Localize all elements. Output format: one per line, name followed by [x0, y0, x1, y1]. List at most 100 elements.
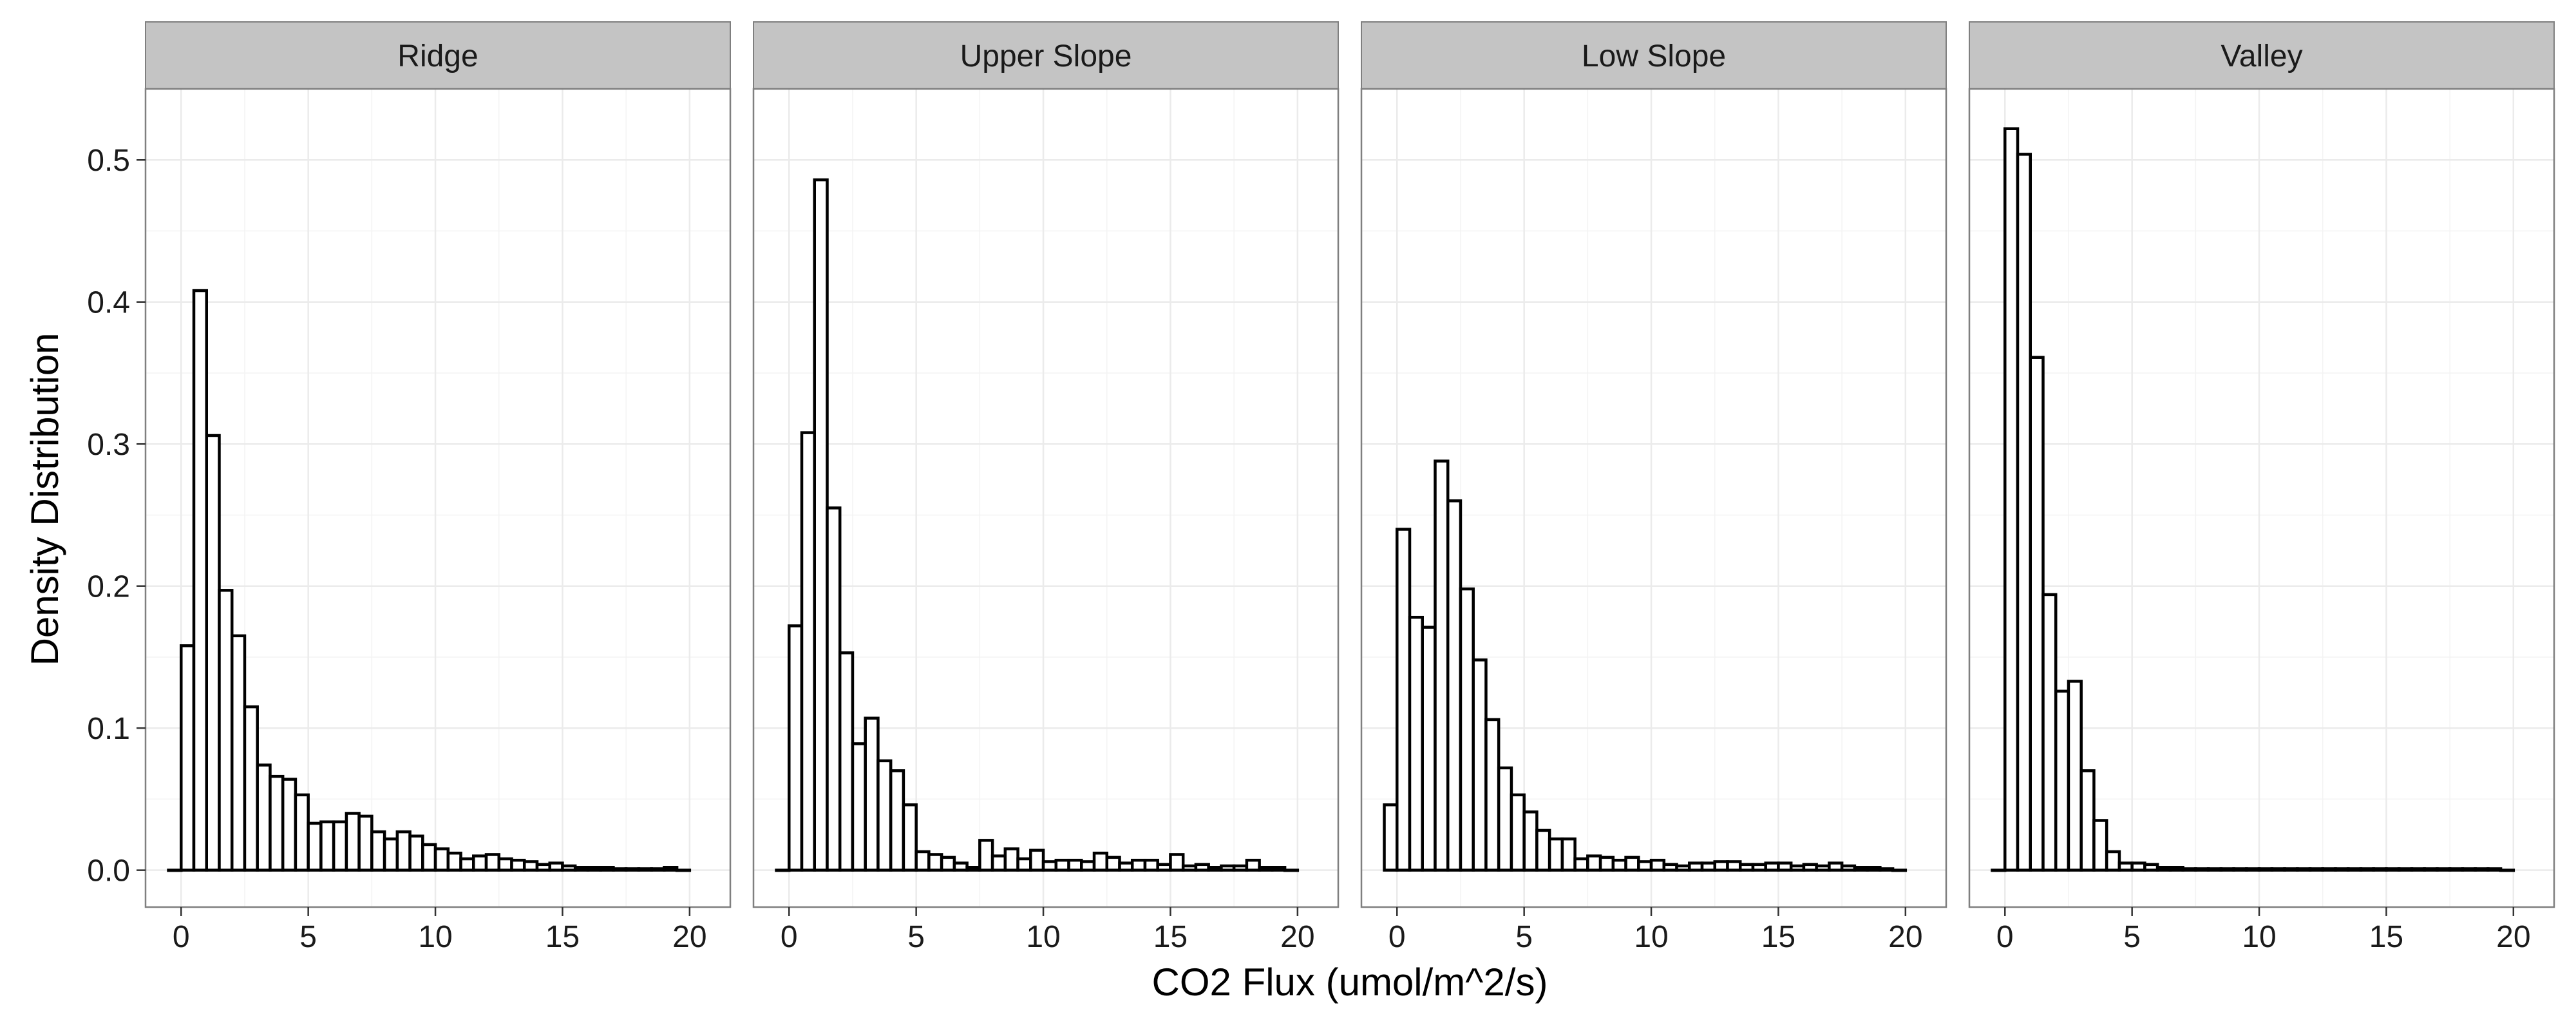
histogram-bar [2219, 867, 2235, 872]
histogram-bar [2423, 867, 2439, 872]
histogram-bar [1649, 858, 1666, 872]
histogram-bar [2181, 867, 2197, 872]
histogram-bar [1143, 858, 1159, 872]
histogram-bar [205, 434, 221, 872]
histogram-bar [2143, 863, 2159, 872]
histogram-bar [902, 803, 918, 872]
facet-strip-label: Valley [2221, 39, 2302, 73]
histogram-bar [1245, 858, 1261, 872]
histogram-bar [2410, 867, 2426, 872]
histogram-bar [2117, 861, 2134, 872]
histogram-bar [2499, 868, 2515, 872]
histogram-bar [2041, 593, 2058, 872]
histogram-bar [2321, 867, 2337, 872]
histogram-bar [332, 820, 348, 872]
histogram-bar [497, 857, 513, 872]
x-tick-label: 10 [1634, 920, 1668, 954]
panel-border [1360, 88, 1947, 908]
panel-border [1968, 88, 2555, 908]
histogram-bar [2385, 867, 2401, 872]
histogram-bar [370, 830, 386, 872]
histogram-bar [2308, 867, 2324, 872]
histogram-bar [1726, 860, 1742, 872]
histogram-bar [650, 867, 666, 872]
histogram-bar [1118, 861, 1134, 872]
histogram-bar [1828, 861, 1844, 872]
histogram-bar [889, 769, 905, 872]
histogram-bar [1611, 858, 1627, 872]
facet-panel: Upper Slope 0 5 10 15 20 [752, 21, 1340, 954]
histogram-bar [2245, 867, 2261, 872]
facet-strip [753, 21, 1339, 90]
histogram-bar [1459, 587, 1475, 872]
histogram-bar [1434, 459, 1450, 872]
histogram-bar [2270, 867, 2286, 872]
histogram-bar [965, 866, 981, 872]
x-tick-label: 20 [1280, 920, 1314, 954]
y-tick-label: 0.4 [87, 286, 130, 320]
histogram-bar [421, 843, 437, 872]
histogram-bar [1815, 864, 1831, 872]
histogram-bar [1207, 866, 1223, 872]
histogram-bar [2105, 850, 2121, 872]
histogram-bar [1029, 848, 1045, 872]
y-tick-label: 0.5 [87, 144, 130, 178]
histogram-bar [1991, 868, 2007, 872]
histogram-bar [775, 868, 791, 872]
histogram-bar [167, 868, 183, 872]
x-tick-label: 15 [2369, 920, 2403, 954]
histogram-bar [1396, 528, 1412, 872]
histogram-bar [1598, 856, 1615, 872]
x-tick-label: 20 [2496, 920, 2530, 954]
histogram-bar [1662, 863, 1678, 872]
histogram-bar [357, 814, 374, 872]
histogram-bar [2029, 356, 2045, 872]
histogram-bar [2346, 867, 2363, 872]
histogram-bar [838, 651, 855, 872]
facet-panel: Low Slope 0 5 10 15 20 [1360, 21, 1947, 954]
histogram-bar [573, 866, 590, 872]
histogram-bar [1713, 860, 1729, 872]
x-tick-label: 0 [781, 920, 798, 954]
histogram-bar [1383, 803, 1399, 872]
histogram-bar [599, 866, 615, 872]
histogram-bar [2130, 861, 2146, 872]
y-tick-label: 0.0 [87, 854, 130, 888]
histogram-bar [1181, 864, 1198, 872]
x-tick-label: 5 [299, 920, 317, 954]
histogram-bar [2397, 867, 2414, 872]
histogram-bar [408, 834, 424, 872]
histogram-bar [864, 716, 880, 872]
histogram-bar [1016, 857, 1032, 872]
histogram-bar [1283, 868, 1300, 872]
histogram-bar [180, 644, 196, 872]
histogram-bar [1497, 766, 1513, 872]
histogram-bar [433, 847, 450, 872]
histogram-bar [510, 858, 526, 872]
histogram-bar [281, 778, 298, 872]
histogram-bar [1510, 793, 1526, 872]
histogram-bar [561, 864, 577, 872]
x-tick-label: 20 [672, 920, 706, 954]
histogram-bar [2232, 867, 2248, 872]
histogram-bar [256, 763, 272, 872]
histogram-bar [813, 178, 829, 872]
histogram-bar [1446, 499, 1463, 872]
histogram-bar [1067, 858, 1083, 872]
histogram-bar [383, 837, 399, 872]
histogram-bar [1802, 863, 1818, 872]
histogram-bar [1421, 626, 1437, 872]
histogram-bar [1548, 837, 1564, 872]
histogram-bar [1522, 810, 1539, 872]
histogram-bar [2474, 867, 2490, 872]
histogram-bar [2054, 689, 2070, 872]
histogram-bar [2194, 867, 2210, 872]
histogram-bar [2168, 866, 2184, 872]
histogram-bar [345, 812, 361, 872]
histogram-bar [851, 742, 867, 872]
histogram-bar [800, 431, 816, 872]
histogram-bar [1080, 860, 1096, 872]
histogram-bar [2206, 867, 2223, 872]
facet-panel: Ridge 0 5 10 15 20 0.0 0.1 0.2 0.3 0.4 0.5 [87, 21, 732, 954]
histogram-bar [1573, 857, 1589, 872]
